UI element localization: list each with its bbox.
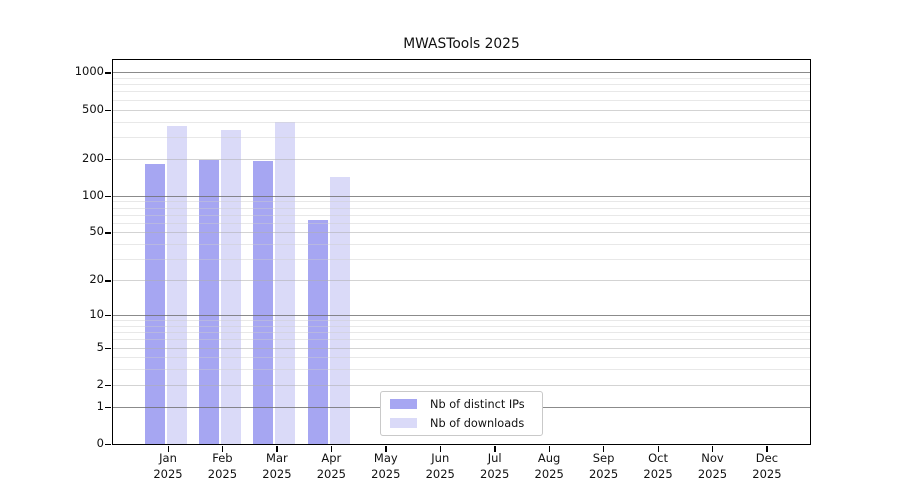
gridline xyxy=(113,99,810,101)
x-tick-mark xyxy=(766,446,768,452)
chart-title: MWASTools 2025 xyxy=(403,36,520,52)
gridline xyxy=(113,357,810,359)
y-tick-mark xyxy=(105,347,111,349)
gridline xyxy=(113,91,810,93)
gridline xyxy=(113,332,810,334)
gridline xyxy=(113,222,810,224)
x-tick-label-feb: Feb 2025 xyxy=(207,451,238,481)
x-tick-mark xyxy=(221,446,224,452)
x-tick-label-may: May 2025 xyxy=(371,451,401,481)
x-tick-label-nov: Nov 2025 xyxy=(697,451,728,481)
gridline xyxy=(113,347,810,349)
x-tick-mark xyxy=(276,446,278,452)
y-tick-label: 200 xyxy=(82,150,104,165)
legend-item-distinct-ips: Nb of distinct IPs xyxy=(381,396,542,413)
y-tick-mark xyxy=(105,314,111,317)
x-tick-label-oct: Oct 2025 xyxy=(643,451,673,481)
x-tick-label-dec: Dec 2025 xyxy=(752,451,782,481)
gridline xyxy=(113,325,810,327)
legend-item-downloads: Nb of downloads xyxy=(381,415,542,432)
y-tick-mark xyxy=(105,232,111,234)
y-axis-tick-labels: 0 1 2 5 10 20 50 100 200 500 1000 xyxy=(0,59,104,450)
legend: Nb of distinct IPs Nb of downloads xyxy=(380,391,543,436)
plot-area xyxy=(105,58,811,452)
gridline xyxy=(113,320,810,322)
y-tick-label: 5 xyxy=(96,339,104,354)
x-tick-mark xyxy=(657,446,659,452)
gridline xyxy=(113,259,810,261)
x-tick-label-jun: Jun 2025 xyxy=(425,451,455,481)
y-tick-label: 50 xyxy=(89,224,104,239)
y-tick-label: 1000 xyxy=(74,64,104,79)
y-tick-mark xyxy=(105,158,111,161)
x-tick-mark xyxy=(712,446,714,452)
x-tick-label-aug: Aug 2025 xyxy=(534,451,564,481)
y-tick-label: 100 xyxy=(82,187,104,202)
x-tick-mark xyxy=(385,446,387,452)
y-tick-mark xyxy=(105,444,111,446)
y-tick-label: 500 xyxy=(82,101,104,116)
x-tick-mark xyxy=(439,446,442,452)
x-tick-mark xyxy=(548,446,551,452)
bar-mar-distinct-ips xyxy=(253,160,274,444)
x-axis-tick-labels: Jan 2025 Feb 2025 Mar 2025 Apr 2025 May 2025 Jun 20… xyxy=(114,451,811,485)
gridline xyxy=(113,77,810,79)
x-tick-label-sep: Sep 2025 xyxy=(588,451,619,481)
gridline xyxy=(113,158,810,160)
y-tick-mark xyxy=(105,109,111,111)
gridline xyxy=(113,136,810,138)
y-tick-mark xyxy=(105,72,111,74)
x-tick-label-jan: Jan 2025 xyxy=(153,451,183,481)
y-tick-mark xyxy=(105,384,111,387)
gridline xyxy=(113,207,810,209)
y-tick-label: 0 xyxy=(96,436,104,450)
x-tick-label-apr: Apr 2025 xyxy=(316,451,346,481)
gridline xyxy=(113,214,810,216)
y-tick-label: 20 xyxy=(89,272,104,287)
x-tick-mark xyxy=(330,446,333,452)
y-tick-label: 1 xyxy=(96,398,104,413)
bar-jan-downloads xyxy=(166,125,187,444)
y-tick-mark xyxy=(105,195,111,198)
gridline xyxy=(113,314,810,316)
gridline xyxy=(113,280,810,282)
bar-feb-downloads xyxy=(220,130,241,444)
gridline xyxy=(113,84,810,86)
gridline xyxy=(113,121,810,123)
gridline xyxy=(113,339,810,341)
gridline xyxy=(113,201,810,203)
x-tick-mark xyxy=(167,446,169,452)
x-tick-mark xyxy=(494,446,496,452)
gridline xyxy=(113,369,810,371)
x-tick-label-jul: Jul 2025 xyxy=(480,451,510,481)
legend-swatch-distinct-ips xyxy=(390,398,417,410)
y-tick-label: 10 xyxy=(89,306,104,321)
x-tick-label-mar: Mar 2025 xyxy=(262,451,292,481)
legend-label-distinct-ips: Nb of distinct IPs xyxy=(430,397,525,411)
gridline xyxy=(113,384,810,386)
gridline xyxy=(113,244,810,246)
gridline xyxy=(113,195,810,197)
gridline xyxy=(113,232,810,234)
bar-jan-distinct-ips xyxy=(144,164,165,444)
y-tick-label: 2 xyxy=(96,376,104,391)
bar-apr-downloads xyxy=(329,177,350,444)
x-tick-mark xyxy=(603,446,605,452)
bar-apr-distinct-ips xyxy=(307,220,328,444)
bar-mar-downloads xyxy=(275,121,296,444)
legend-label-downloads: Nb of downloads xyxy=(430,416,525,430)
legend-swatch-downloads xyxy=(390,417,417,429)
y-tick-mark xyxy=(105,280,111,282)
gridline xyxy=(113,109,810,111)
gridline xyxy=(113,72,810,74)
y-tick-mark xyxy=(105,406,111,409)
bar-feb-distinct-ips xyxy=(198,160,219,444)
